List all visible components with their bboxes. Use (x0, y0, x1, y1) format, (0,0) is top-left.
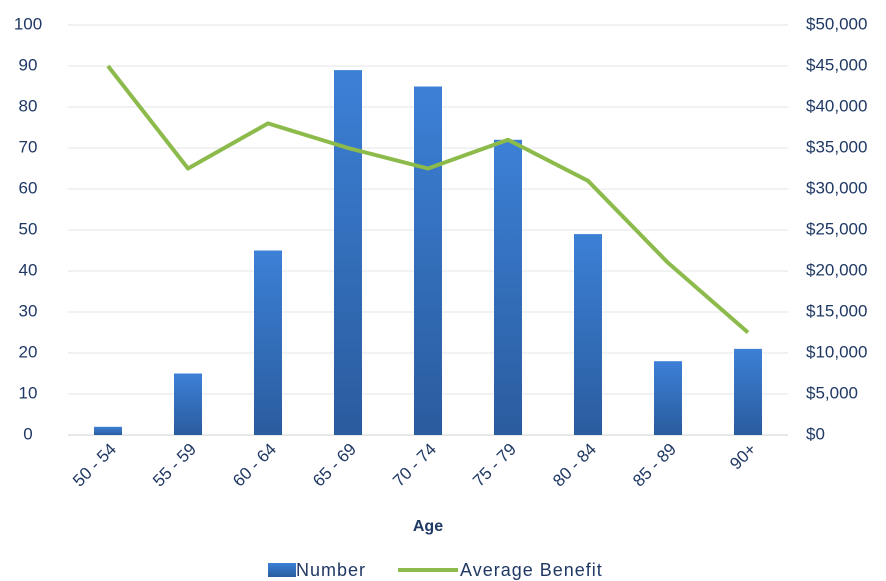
legend-label: Number (296, 560, 366, 580)
y-tick-label: 50 (19, 219, 38, 238)
y-tick-label: 70 (19, 137, 38, 156)
bar (654, 361, 682, 435)
y2-tick-label: $5,000 (806, 383, 858, 402)
y-tick-label: 10 (19, 383, 38, 402)
y2-tick-label: $30,000 (806, 178, 867, 197)
x-tick-label: 85 - 89 (629, 440, 680, 491)
y2-tick-label: $40,000 (806, 96, 867, 115)
x-tick-label: 55 - 59 (149, 440, 200, 491)
y2-tick-label: $35,000 (806, 137, 867, 156)
bar (574, 234, 602, 435)
y2-tick-label: $15,000 (806, 301, 867, 320)
x-tick-label: 70 - 74 (389, 440, 440, 491)
y-tick-label: 0 (23, 424, 32, 443)
bar (414, 86, 442, 435)
x-axis-title: Age (413, 518, 443, 535)
y2-tick-label: $0 (806, 424, 825, 443)
x-tick-label: 90+ (726, 440, 760, 474)
y2-tick-label: $20,000 (806, 260, 867, 279)
y-tick-label: 40 (19, 260, 38, 279)
y-tick-label: 90 (19, 55, 38, 74)
y2-tick-label: $45,000 (806, 55, 867, 74)
y2-tick-label: $50,000 (806, 14, 867, 33)
y-tick-label: 80 (19, 96, 38, 115)
line (106, 64, 750, 335)
y-tick-label: 20 (19, 342, 38, 361)
bar (254, 250, 282, 435)
x-tick-label: 60 - 64 (229, 440, 280, 491)
y-tick-label: 30 (19, 301, 38, 320)
bar (174, 373, 202, 435)
legend-swatch (268, 563, 296, 577)
x-tick-label: 65 - 69 (309, 440, 360, 491)
y-tick-label: 100 (14, 14, 42, 33)
y-tick-label: 60 (19, 178, 38, 197)
bar (334, 70, 362, 435)
bar (494, 139, 522, 436)
x-tick-label: 75 - 79 (469, 440, 520, 491)
legend-label: Average Benefit (460, 560, 603, 580)
bar (734, 348, 762, 435)
x-tick-label: 50 - 54 (69, 440, 120, 491)
bar (94, 426, 122, 435)
x-tick-label: 80 - 84 (549, 440, 600, 491)
y2-tick-label: $25,000 (806, 219, 867, 238)
y2-tick-label: $10,000 (806, 342, 867, 361)
